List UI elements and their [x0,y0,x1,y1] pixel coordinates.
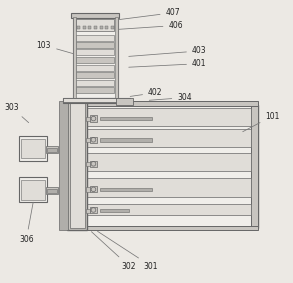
Bar [100,209,129,212]
Bar [76,87,114,93]
Bar [100,117,152,120]
Bar [86,209,90,213]
Bar [76,57,114,63]
Text: 402: 402 [130,88,163,97]
Bar [83,26,86,29]
Bar [111,26,114,29]
Bar [77,26,80,29]
Bar [86,178,251,197]
Bar [86,101,258,106]
Bar [76,72,114,78]
Bar [70,103,85,228]
Bar [86,138,90,142]
Text: 103: 103 [37,41,81,56]
Bar [76,42,114,48]
Bar [21,180,45,200]
Bar [86,117,90,121]
Bar [86,153,251,171]
Bar [73,17,118,98]
Bar [86,204,251,215]
Bar [86,226,258,230]
Bar [90,137,97,143]
Bar [100,188,152,191]
Bar [251,105,258,228]
Text: 306: 306 [19,202,34,244]
Bar [90,161,97,167]
Bar [46,187,58,194]
Text: 101: 101 [243,112,280,132]
Text: 303: 303 [4,103,29,123]
Bar [90,207,97,213]
Bar [88,26,91,29]
Bar [21,139,45,158]
Bar [105,26,108,29]
Text: 302: 302 [91,232,136,271]
Bar [71,13,119,18]
Bar [116,98,133,105]
Bar [86,105,258,228]
Bar [100,26,103,29]
Bar [46,146,58,153]
Bar [73,17,76,98]
Bar [100,138,152,142]
Bar [86,108,251,126]
Text: 406: 406 [115,21,183,30]
Text: 304: 304 [149,93,192,102]
Bar [19,177,47,202]
Bar [86,162,90,166]
Bar [76,80,114,86]
Bar [63,98,122,102]
Bar [63,98,130,103]
Bar [47,148,57,152]
Bar [76,49,114,55]
Text: 301: 301 [98,231,158,271]
Bar [76,35,114,41]
Bar [47,189,57,193]
Bar [115,17,118,98]
Bar [67,101,87,230]
Text: 407: 407 [115,8,180,20]
Bar [86,187,90,192]
Bar [90,115,97,122]
Text: 401: 401 [129,59,207,68]
Bar [76,65,114,71]
Bar [86,129,251,147]
Bar [19,136,47,161]
Bar [90,186,97,192]
Text: 403: 403 [129,46,207,56]
Bar [94,26,97,29]
Bar [76,19,114,31]
Bar [59,101,68,230]
